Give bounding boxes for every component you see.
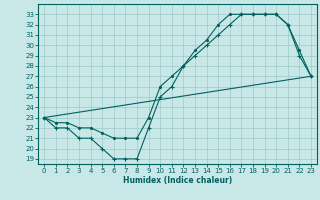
X-axis label: Humidex (Indice chaleur): Humidex (Indice chaleur)	[123, 176, 232, 185]
